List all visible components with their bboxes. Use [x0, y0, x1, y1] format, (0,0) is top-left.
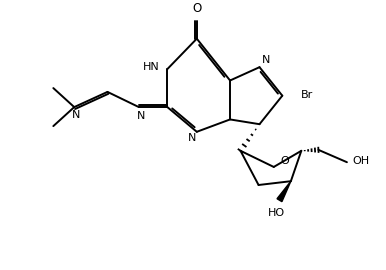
Text: O: O — [192, 2, 201, 15]
Text: HO: HO — [268, 208, 285, 218]
Text: O: O — [280, 156, 289, 166]
Text: N: N — [262, 55, 271, 65]
Text: N: N — [137, 111, 145, 121]
Text: Br: Br — [301, 90, 313, 100]
Polygon shape — [277, 181, 291, 202]
Text: OH: OH — [353, 156, 370, 166]
Text: N: N — [188, 133, 196, 143]
Text: HN: HN — [143, 62, 160, 72]
Text: N: N — [72, 110, 80, 120]
